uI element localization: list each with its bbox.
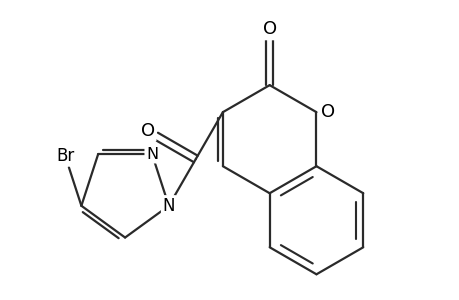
Text: O: O	[320, 103, 335, 121]
Text: O: O	[262, 20, 276, 38]
Text: Br: Br	[56, 147, 74, 165]
Text: N: N	[146, 147, 158, 162]
Text: O: O	[140, 122, 154, 140]
Text: N: N	[162, 197, 175, 215]
